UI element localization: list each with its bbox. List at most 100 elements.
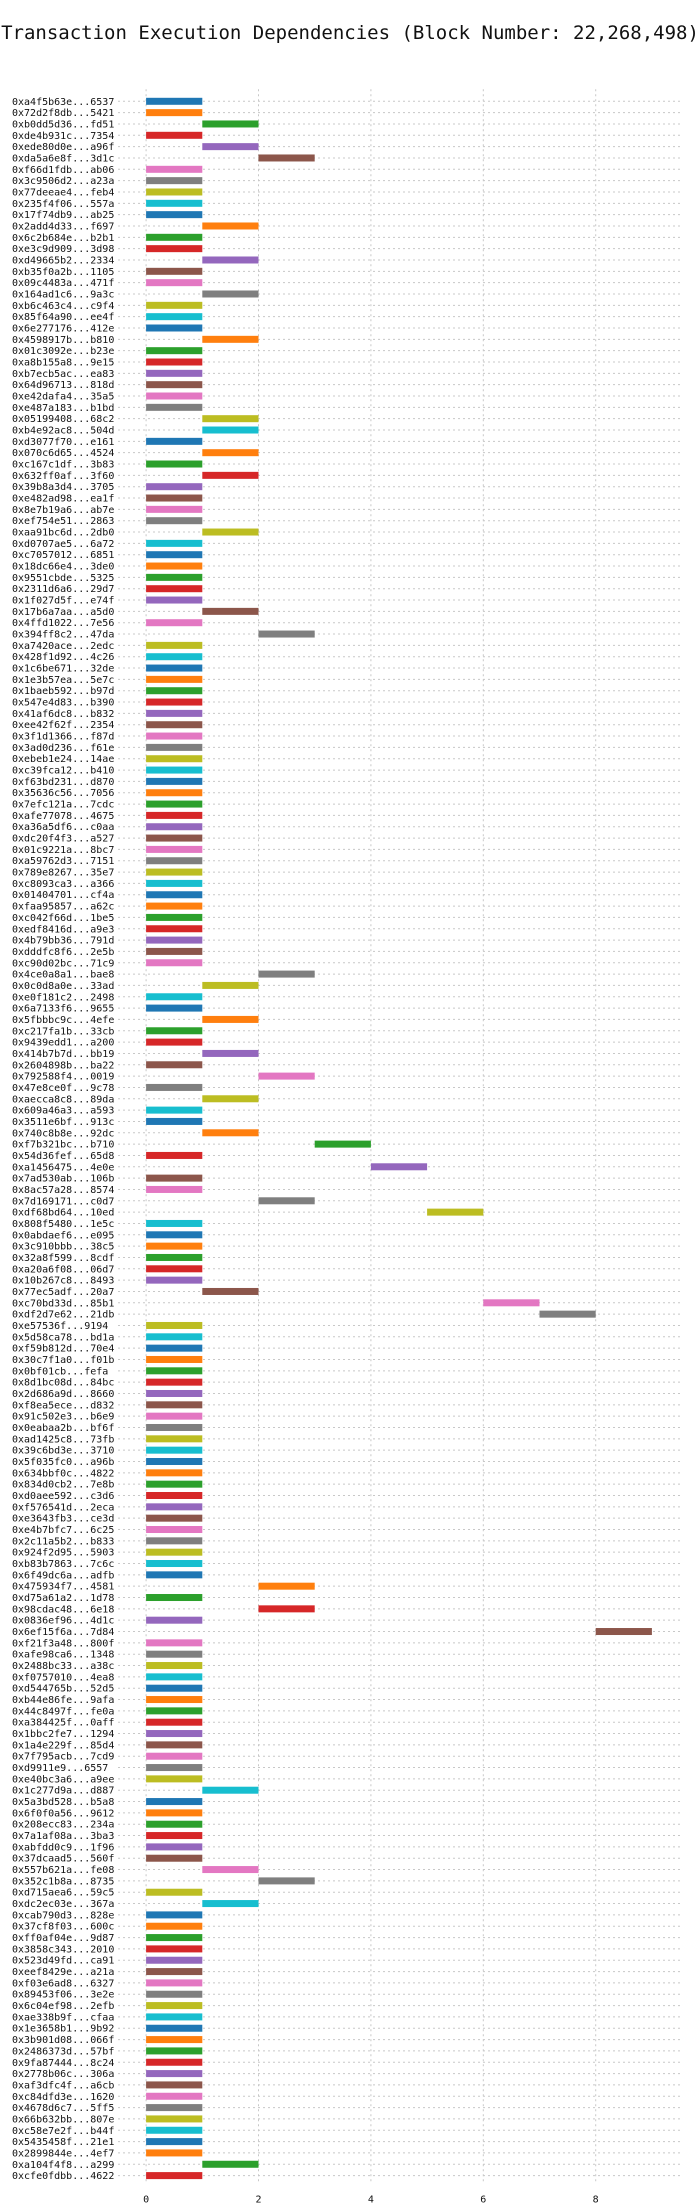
transaction-label: 0xf66d1fdb...ab06 <box>12 165 114 176</box>
transaction-bar <box>146 1571 203 1579</box>
transaction-bar <box>146 1809 203 1817</box>
transaction-label: 0x47e8ce0f...9c78 <box>12 1083 114 1094</box>
transaction-bar <box>258 970 315 978</box>
transaction-bar <box>146 279 203 287</box>
transaction-bar <box>146 2024 203 2032</box>
transaction-bar <box>146 177 203 185</box>
transaction-bar <box>146 1219 203 1227</box>
transaction-bar <box>146 483 203 491</box>
transaction-label: 0x98cdac48...6e18 <box>12 1604 114 1615</box>
transaction-label: 0x85f64a90...ee4f <box>12 312 114 323</box>
transaction-bar <box>146 947 203 955</box>
transaction-label: 0xf59b812d...70e4 <box>12 1344 114 1355</box>
transaction-bar <box>146 188 203 196</box>
transaction-bar <box>146 1446 203 1454</box>
transaction-label: 0xc8093ca3...a366 <box>12 879 114 890</box>
transaction-label: 0xe487a183...b1bd <box>12 403 114 414</box>
transaction-label: 0x4ffd1022...7e56 <box>12 618 114 629</box>
transaction-bar <box>146 1820 203 1828</box>
transaction-label: 0x1e3b57ea...5e7c <box>12 675 114 686</box>
transaction-label: 0x2d686a9d...8660 <box>12 1389 114 1400</box>
transaction-label: 0xa7420ace...2edc <box>12 641 114 652</box>
transaction-bar <box>146 2013 203 2021</box>
transaction-label: 0x6f0f0a56...9612 <box>12 1808 114 1819</box>
transaction-bar <box>146 97 203 105</box>
transaction-label: 0x7efc121a...7cdc <box>12 800 114 811</box>
transaction-bar <box>146 1151 203 1159</box>
transaction-bar <box>146 358 203 366</box>
transaction-label: 0x789e8267...35e7 <box>12 868 114 879</box>
transaction-bar <box>595 1628 652 1636</box>
x-tick-label: 6 <box>480 2195 486 2206</box>
transaction-bar <box>146 1117 203 1125</box>
transaction-bar <box>146 585 203 593</box>
transaction-label: 0x7f795acb...7cd9 <box>12 1752 114 1763</box>
transaction-label: 0xe0f181c2...2498 <box>12 992 114 1003</box>
transaction-bar <box>202 1900 259 1908</box>
transaction-label: 0x01c9221a...8bc7 <box>12 845 114 856</box>
transaction-label: 0x6e277176...412e <box>12 323 114 334</box>
transaction-label: 0x5a3bd528...b5a8 <box>12 1797 114 1808</box>
transaction-bar <box>146 2138 203 2146</box>
transaction-label: 0x352c1b8a...8735 <box>12 1876 114 1887</box>
transaction-label: 0x1c277d9a...d887 <box>12 1786 114 1797</box>
transaction-bar <box>146 573 203 581</box>
transaction-label: 0xc58e7e2f...b44f <box>12 2126 114 2137</box>
transaction-label: 0xafe77078...4675 <box>12 811 114 822</box>
transaction-label: 0xebeb1e24...14ae <box>12 754 114 765</box>
transaction-bar <box>202 256 259 264</box>
transaction-label: 0x77deeae4...feb4 <box>12 187 114 198</box>
transaction-bar <box>146 1798 203 1806</box>
transaction-bar <box>370 1163 428 1171</box>
transaction-bar <box>146 1888 203 1896</box>
transaction-label: 0xad1425c8...73fb <box>12 1434 114 1445</box>
transaction-label: 0xb35f0a2b...1105 <box>12 267 114 278</box>
transaction-bar <box>146 2081 203 2089</box>
transaction-bar <box>202 449 259 457</box>
transaction-bar <box>146 392 203 400</box>
transaction-bar <box>258 1197 315 1205</box>
transaction-label: 0xe3643fb3...ce3d <box>12 1514 114 1525</box>
transaction-label: 0x5f035fc0...a96b <box>12 1457 114 1468</box>
transaction-bar <box>146 1242 203 1250</box>
transaction-bar <box>146 1004 203 1012</box>
transaction-bar <box>146 675 203 683</box>
transaction-label: 0x05199408...68c2 <box>12 414 114 425</box>
transaction-label: 0x164ad1c6...9a3c <box>12 289 114 300</box>
transaction-label: 0x0eabaa2b...bf6f <box>12 1423 114 1434</box>
transaction-bar <box>146 913 203 921</box>
transaction-label: 0xd544765b...52d5 <box>12 1684 114 1695</box>
transaction-label: 0x37cf8f03...600c <box>12 1922 114 1933</box>
transaction-label: 0xd49665b2...2334 <box>12 255 114 266</box>
transaction-bar <box>146 925 203 933</box>
transaction-label: 0x6c2b684e...b2b1 <box>12 233 114 244</box>
transaction-label: 0x32a8f599...8cdf <box>12 1253 114 1264</box>
transaction-bar <box>146 494 203 502</box>
transaction-label: 0x6f49dc6a...adfb <box>12 1570 114 1581</box>
transaction-bar <box>202 528 259 536</box>
transaction-label: 0x2c11a5b2...b833 <box>12 1536 114 1547</box>
transaction-bar <box>146 1639 203 1647</box>
transaction-label: 0x0bf01cb...fefa <box>12 1366 108 1377</box>
transaction-label: 0x8e7b19a6...ab7e <box>12 505 114 516</box>
transaction-label: 0x7ad530ab...106b <box>12 1174 114 1185</box>
transaction-bar <box>146 1684 203 1692</box>
transaction-label: 0x394ff8c2...47da <box>12 630 114 641</box>
transaction-bar <box>146 1650 203 1658</box>
transaction-label: 0x414b7b7d...bb19 <box>12 1049 114 1060</box>
transaction-bar <box>146 2149 203 2157</box>
transaction-label: 0xede80d0e...a96f <box>12 142 114 153</box>
transaction-label: 0xf03e6ad8...6327 <box>12 1978 114 1989</box>
transaction-label: 0xeef8429e...a21a <box>12 1967 114 1978</box>
transaction-label: 0x7a1af08a...3ba3 <box>12 1831 114 1842</box>
transaction-bar <box>146 1174 203 1182</box>
transaction-label: 0x6a7133f6...9655 <box>12 1004 114 1015</box>
transaction-label: 0x9551cbde...5325 <box>12 573 114 584</box>
transaction-label: 0x4b79bb36...791d <box>12 936 114 947</box>
grid-layer <box>118 89 680 2184</box>
transaction-bar <box>202 290 259 298</box>
transaction-bar <box>146 1718 203 1726</box>
transaction-label: 0xdddfc8f6...2e5b <box>12 947 114 958</box>
bar-layer <box>146 97 652 2180</box>
transaction-bar <box>258 1605 315 1613</box>
